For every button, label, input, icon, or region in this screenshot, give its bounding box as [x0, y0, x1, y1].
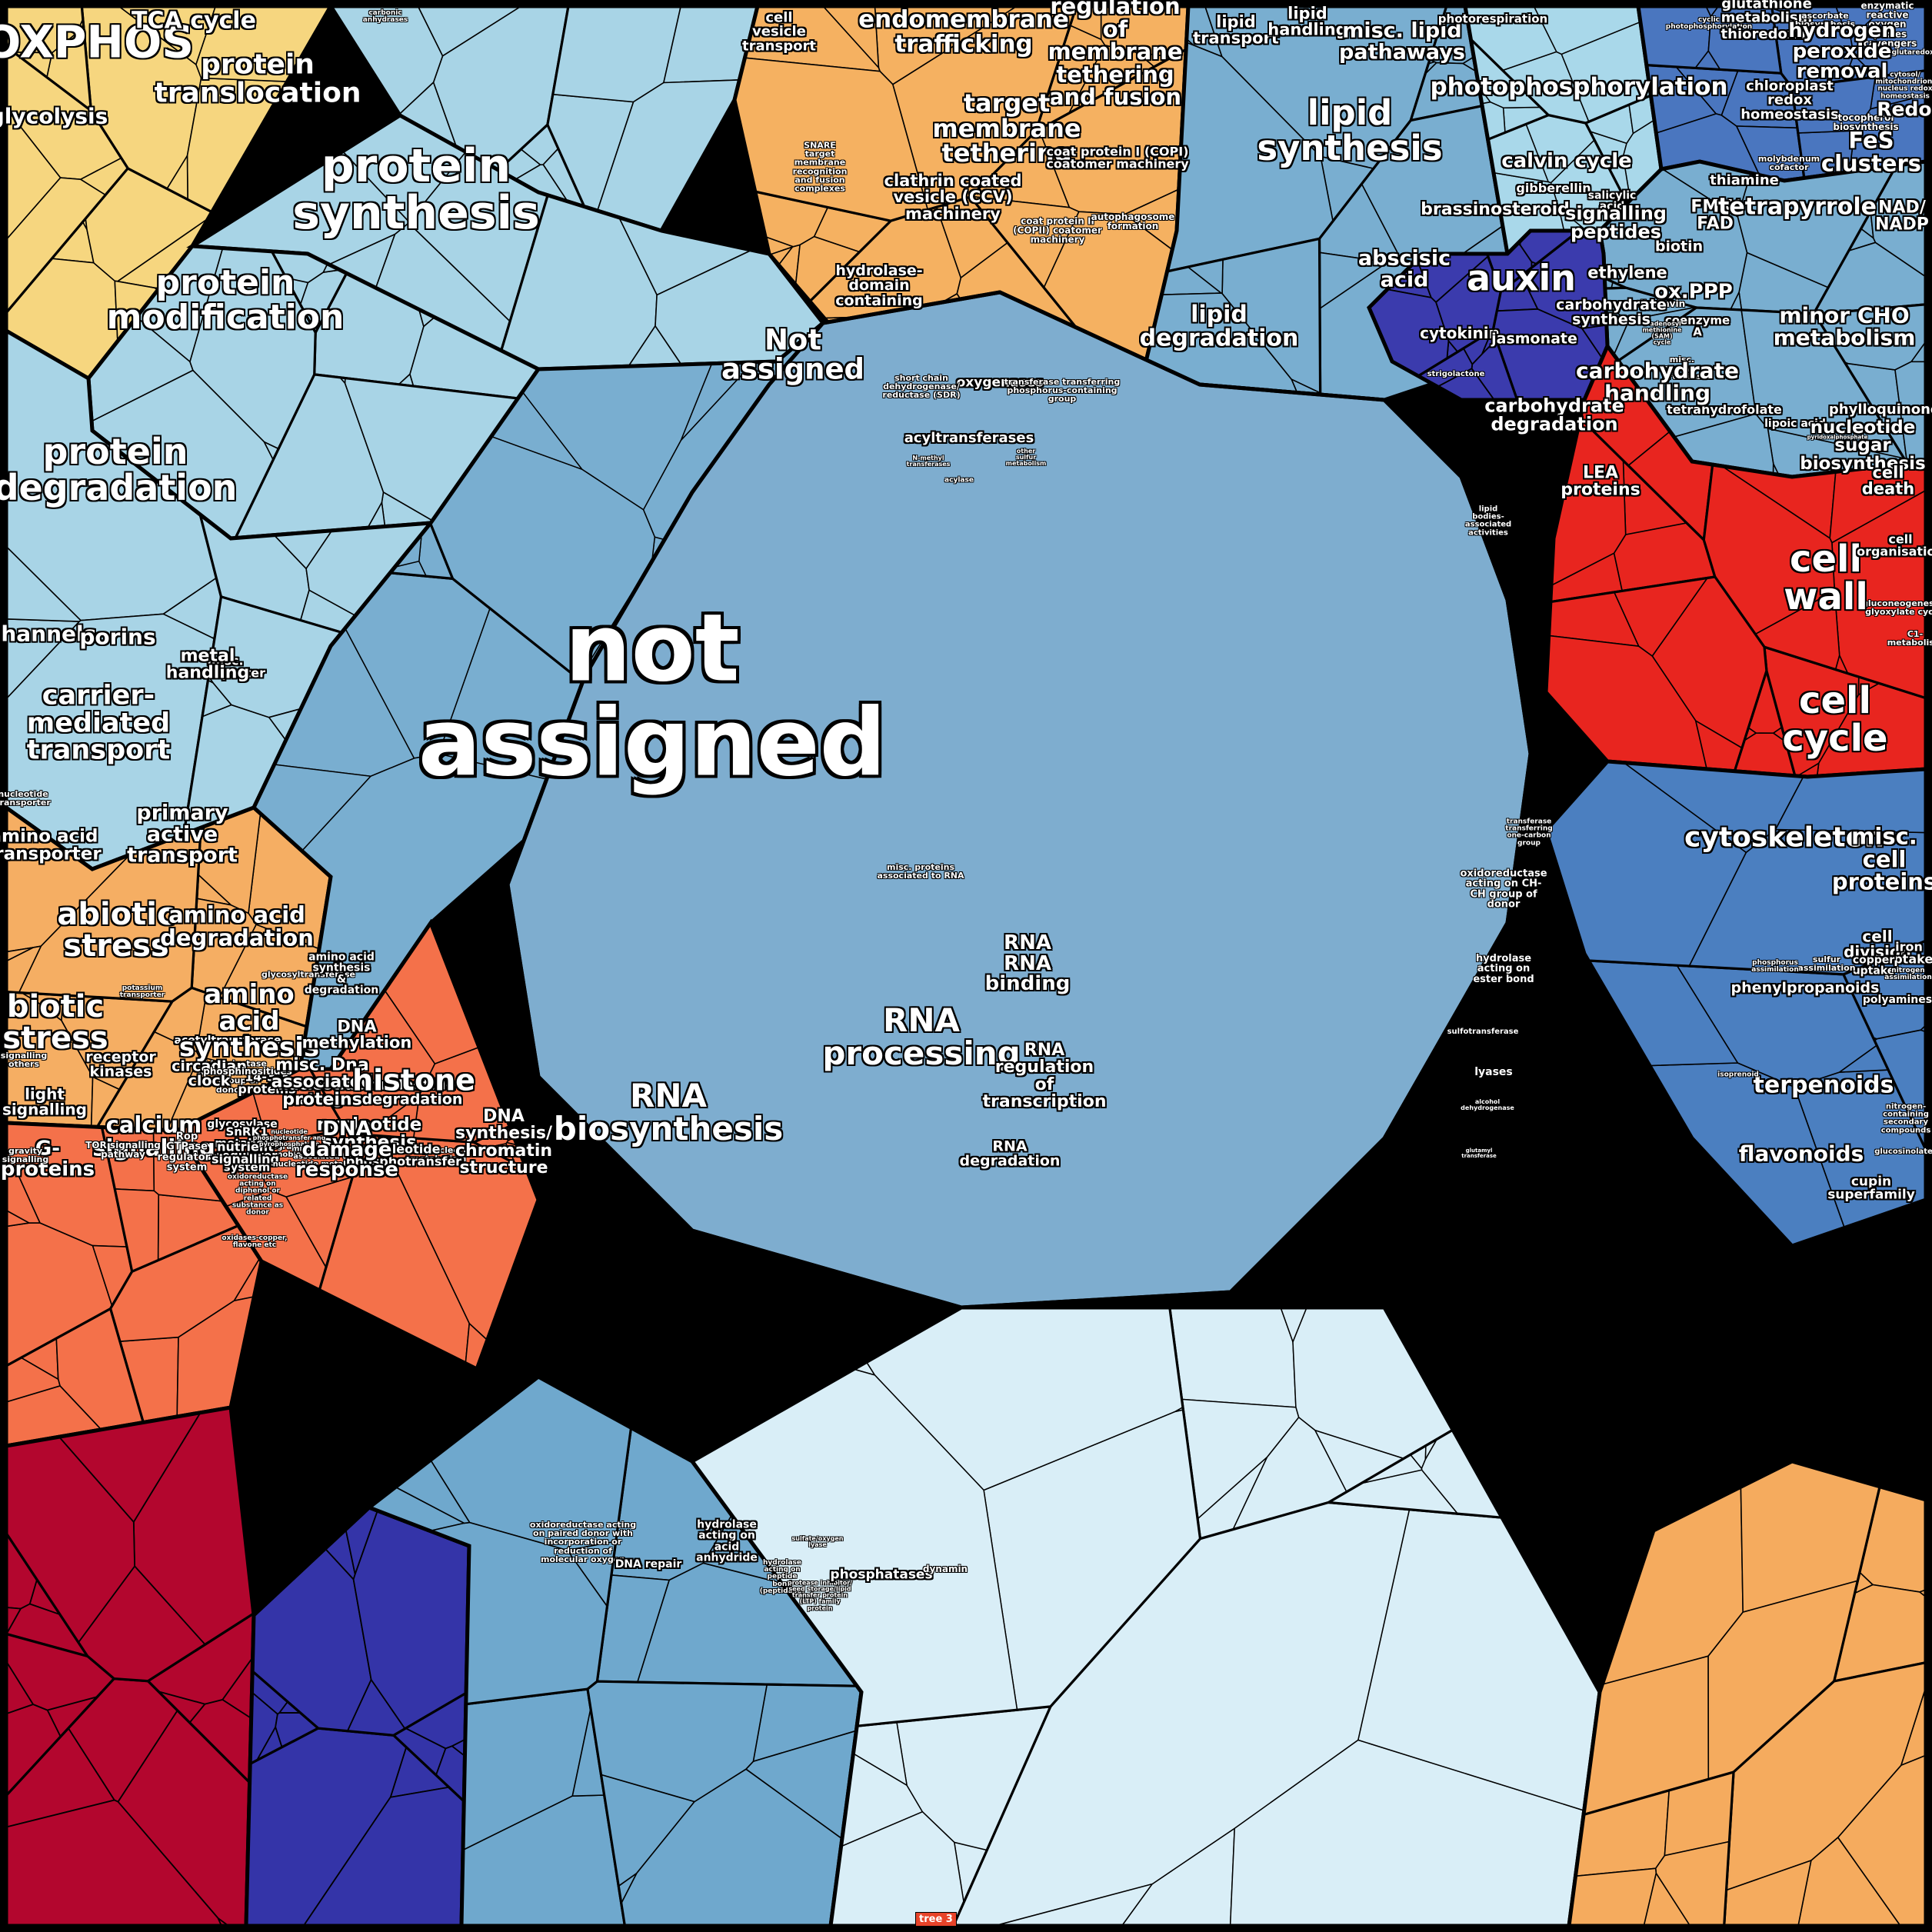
voronoi-cell	[1544, 759, 1928, 1248]
voronoi-cell	[1168, 1307, 1297, 1408]
voronoi-cell	[174, 918, 541, 1372]
voronoi-cell	[1707, 5, 1782, 75]
voronoi-cell	[1568, 1867, 1657, 1927]
voronoi-cell	[1637, 5, 1712, 69]
voronoi-cell	[505, 290, 1533, 1310]
voronoi-cell	[1567, 1459, 1928, 1928]
tree-tag: tree 3	[915, 1912, 957, 1927]
voronoi-cell	[1367, 228, 1610, 402]
voronoi-cell	[4, 1121, 264, 1448]
